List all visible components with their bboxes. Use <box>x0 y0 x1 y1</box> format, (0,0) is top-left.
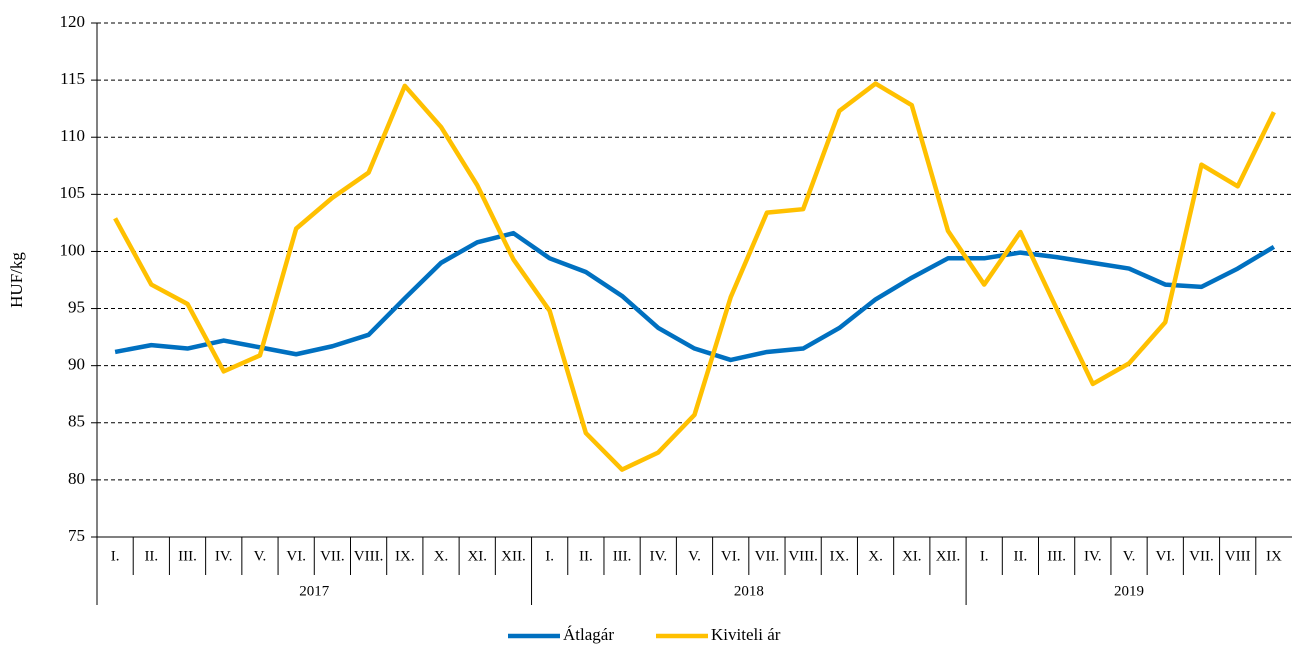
legend-label: Kiviteli ár <box>711 625 781 644</box>
x-group-label: 2018 <box>734 583 764 599</box>
x-tick-label: IV. <box>1084 548 1102 564</box>
x-tick-label: X. <box>868 548 883 564</box>
x-tick-label: VIII. <box>354 548 384 564</box>
x-tick-label: III. <box>1047 548 1066 564</box>
x-tick-label: XI. <box>902 548 922 564</box>
x-tick-label: XI. <box>467 548 487 564</box>
x-tick-label: VII. <box>1189 548 1214 564</box>
x-tick-label: XII. <box>501 548 526 564</box>
x-tick-label: I. <box>980 548 989 564</box>
y-tick-label: 100 <box>60 240 86 259</box>
x-tick-label: I. <box>111 548 120 564</box>
x-group-label: 2017 <box>299 583 330 599</box>
x-tick-label: IX. <box>395 548 415 564</box>
x-tick-label: V. <box>1123 548 1136 564</box>
x-tick-label: I. <box>545 548 554 564</box>
y-tick-label: 110 <box>60 126 85 145</box>
data-line <box>113 81 1276 472</box>
y-tick-label: 80 <box>68 469 85 488</box>
x-tick-label: VIII <box>1225 548 1251 564</box>
data-line <box>114 230 1276 363</box>
x-tick-label: VII. <box>320 548 345 564</box>
x-tick-label: II. <box>1014 548 1028 564</box>
y-axis-label: HUF/kg <box>7 252 26 308</box>
x-tick-label: VI. <box>286 548 306 564</box>
x-tick-label: VI. <box>1155 548 1175 564</box>
y-tick-label: 120 <box>60 12 86 31</box>
x-tick-label: III. <box>613 548 632 564</box>
y-tick-label: 90 <box>68 355 85 374</box>
x-tick-label: II. <box>144 548 158 564</box>
y-tick-label: 105 <box>60 183 86 202</box>
y-tick-label: 75 <box>68 526 85 545</box>
y-tick-label: 95 <box>68 297 85 316</box>
y-tick-label: 85 <box>68 412 85 431</box>
x-tick-label: V. <box>688 548 701 564</box>
x-tick-label: IX. <box>830 548 850 564</box>
x-tick-label: IV. <box>215 548 233 564</box>
x-tick-label: X. <box>434 548 449 564</box>
x-tick-label: II. <box>579 548 593 564</box>
x-group-label: 2019 <box>1114 583 1144 599</box>
x-tick-label: IX <box>1266 548 1282 564</box>
legend-label: Átlagár <box>563 625 614 644</box>
y-tick-label: 115 <box>60 69 85 88</box>
x-tick-label: V. <box>254 548 267 564</box>
x-tick-label: XII. <box>936 548 961 564</box>
x-tick-label: VIII. <box>788 548 818 564</box>
x-tick-label: IV. <box>649 548 667 564</box>
x-tick-label: VII. <box>755 548 780 564</box>
x-tick-label: VI. <box>721 548 741 564</box>
x-tick-label: III. <box>178 548 197 564</box>
